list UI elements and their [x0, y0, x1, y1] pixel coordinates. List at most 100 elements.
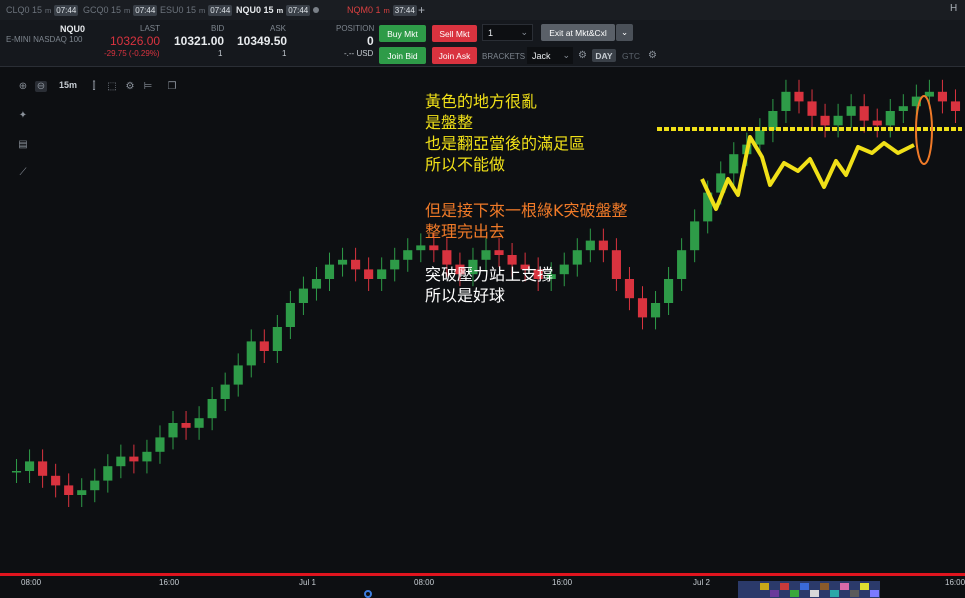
copy-icon[interactable]: ❐ [167, 81, 177, 92]
zoom-out-icon[interactable]: ⊖ [35, 81, 47, 92]
x-tick: 16:00 [552, 578, 573, 587]
color-swatch[interactable] [770, 590, 779, 597]
instrument-name: E-MINI NASDAQ 100 [6, 35, 83, 44]
last-label: LAST [140, 24, 161, 33]
candle [481, 238, 491, 272]
tab-close-icon[interactable] [313, 7, 320, 13]
candle [833, 103, 843, 138]
candle [937, 79, 948, 114]
bracket-select[interactable]: Jack ⌄ [527, 47, 573, 64]
ask-size: 1 [282, 49, 287, 58]
candle [272, 315, 282, 363]
candle [898, 94, 908, 123]
tab-time: 07:44 [208, 4, 233, 16]
crop-icon[interactable]: ⬚ [107, 81, 117, 92]
sell-market-button[interactable]: Sell Mkt [432, 25, 477, 42]
tab-nqm0[interactable]: NQM0 1 m 37:44 [347, 4, 417, 16]
color-swatch[interactable] [810, 590, 819, 597]
candle [324, 252, 335, 291]
quantity-select[interactable]: 1 ⌄ [482, 24, 533, 41]
candle [807, 89, 817, 128]
color-swatch[interactable] [840, 583, 849, 590]
zoom-icon[interactable]: ⊕ [18, 81, 28, 92]
candle [546, 262, 556, 291]
bracket-settings-gear-icon[interactable]: ⚙ [578, 50, 587, 61]
candle [38, 449, 48, 488]
color-swatch[interactable] [850, 590, 859, 597]
tab-clq0[interactable]: CLQ0 15 m 07:44 [6, 4, 79, 16]
scroll-handle[interactable] [364, 590, 372, 598]
gear-icon[interactable]: ⚙ [125, 81, 135, 92]
candle [155, 425, 165, 464]
header-h-button[interactable]: H [950, 3, 958, 14]
red-baseline [0, 573, 965, 576]
candle [768, 99, 778, 143]
bid-size: 1 [218, 49, 223, 58]
chart-area[interactable]: ⊕ ⊖ 15m ⫿ ⬚ ⚙ ⊨ ❐ ✦ ▤ ⟋ 黃色的地方很亂 是盤整 也是翻亞… [0, 67, 965, 598]
color-swatch[interactable] [870, 590, 879, 597]
color-swatch[interactable] [780, 583, 789, 590]
consolidation-scribble [700, 135, 915, 211]
color-palette[interactable] [738, 581, 880, 598]
tif-day-button[interactable]: DAY [592, 49, 616, 62]
candle [794, 79, 804, 114]
candle [90, 468, 100, 503]
join-ask-button[interactable]: Join Ask [432, 47, 477, 64]
candle [677, 238, 687, 291]
position-value: 0 [367, 34, 374, 48]
tif-gtc-button[interactable]: GTC [622, 50, 640, 61]
indicators-icon[interactable]: ⊨ [143, 81, 153, 92]
tab-label: NQM0 1 [347, 5, 381, 15]
bracket-value: Jack [532, 50, 551, 61]
candle [494, 238, 504, 267]
crosshair-icon[interactable]: ✦ [18, 110, 28, 121]
candle [442, 238, 452, 277]
candle [390, 247, 400, 282]
buy-market-button[interactable]: Buy Mkt [379, 25, 426, 42]
notes-icon[interactable]: ▤ [18, 139, 28, 150]
x-tick: 16:00 [945, 578, 965, 587]
draw-line-icon[interactable]: ⟋ [19, 167, 27, 178]
color-swatch[interactable] [790, 590, 799, 597]
candle [585, 228, 595, 263]
candle [246, 329, 256, 378]
candle [950, 89, 961, 123]
x-tick: Jul 1 [299, 578, 316, 587]
color-swatch[interactable] [800, 583, 809, 590]
color-swatch[interactable] [830, 590, 839, 597]
tab-nqu0[interactable]: NQU0 15 m 07:44 [236, 2, 320, 18]
color-swatch[interactable] [820, 583, 829, 590]
candle-type-icon[interactable]: ⫿ [92, 81, 96, 92]
annotation-white: 突破壓力站上支撐 所以是好球 [425, 265, 554, 305]
tab-time: 07:44 [133, 4, 158, 16]
candle [664, 267, 674, 315]
candle [637, 286, 648, 330]
candle [624, 267, 635, 311]
tab-time: 07:44 [286, 4, 311, 16]
candle [142, 439, 152, 474]
candle [846, 94, 856, 128]
candle [233, 353, 243, 397]
color-swatch[interactable] [860, 583, 869, 590]
tab-bar: CLQ0 15 m 07:44 GCQ0 15 m 07:44 ESU0 15 m 07:4… [0, 0, 965, 20]
settings-gear-icon[interactable]: ⚙ [648, 50, 657, 61]
exit-dropdown-icon[interactable]: ⌄ [616, 24, 633, 41]
tab-esu0[interactable]: ESU0 15 m 07:44 [160, 4, 233, 16]
candle [781, 79, 791, 123]
tab-gcq0[interactable]: GCQ0 15 m 07:44 [83, 4, 158, 16]
add-tab-icon[interactable]: + [418, 3, 426, 17]
candle [572, 238, 582, 277]
candle [194, 406, 204, 440]
time-axis: 08:00 16:00 Jul 1 08:00 16:00 Jul 2 16:0… [0, 573, 965, 598]
join-bid-button[interactable]: Join Bid [379, 47, 426, 64]
candle [429, 233, 439, 263]
ask-label: ASK [270, 24, 287, 33]
bid-label: BID [211, 24, 225, 33]
tab-label: ESU0 15 [160, 5, 197, 15]
candle [468, 247, 478, 287]
color-swatch[interactable] [760, 583, 769, 590]
exit-market-cancel-button[interactable]: Exit at Mkt&Cxl [541, 24, 615, 41]
candle [259, 329, 269, 363]
candle [116, 444, 126, 479]
interval-button[interactable]: 15m [58, 80, 77, 90]
